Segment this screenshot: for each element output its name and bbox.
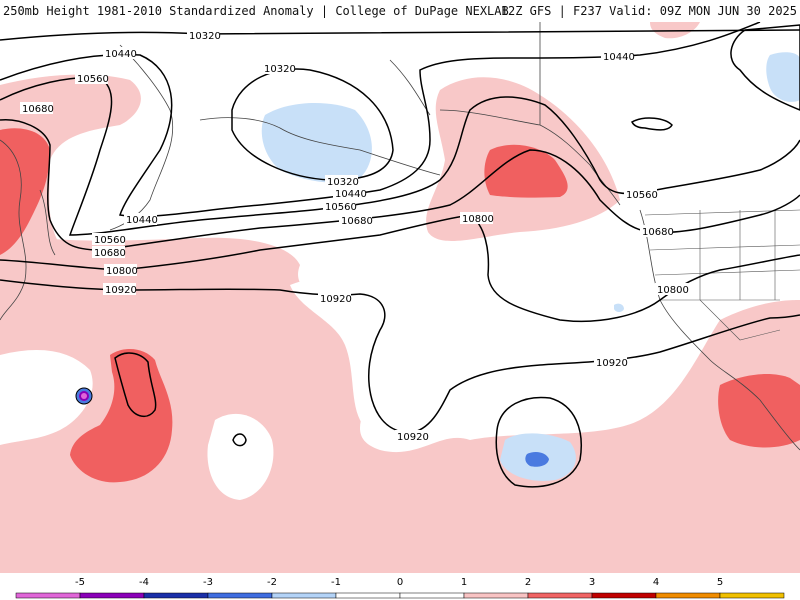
legend-swatch [463, 592, 529, 599]
contour-label: 10680 [642, 227, 674, 238]
anomaly-negative-area [766, 52, 800, 102]
anomaly-negative-area [261, 103, 372, 183]
contour-label: 10800 [462, 214, 494, 225]
legend-ticks: -5 -4 -3 -2 -1 0 1 2 3 4 5 [75, 577, 723, 588]
contour-10920 [232, 433, 247, 447]
contour-label: 10680 [94, 248, 126, 259]
contour-label: 10320 [327, 177, 359, 188]
contour-label: 10560 [77, 74, 109, 85]
legend-swatch [15, 592, 81, 599]
contour-label: 10320 [189, 31, 221, 42]
contour-10920 [114, 352, 157, 417]
contour-label: 10440 [126, 215, 158, 226]
contour-label: 10560 [94, 235, 126, 246]
legend-tick-label: -3 [203, 577, 213, 588]
legend-swatch [527, 592, 593, 599]
anomaly-strong-positive [718, 374, 800, 448]
legend-swatch [399, 592, 465, 599]
legend-tick-label: 3 [589, 577, 595, 588]
legend-colorbar [15, 592, 785, 599]
legend-tick-label: 2 [525, 577, 531, 588]
anomaly-neutral-area [0, 350, 93, 445]
contour-label: 10920 [397, 432, 429, 443]
anomaly-vortex [81, 393, 87, 399]
legend-tick-label: -5 [75, 577, 85, 588]
contour-10800 [631, 117, 673, 131]
contour-10440 [0, 22, 761, 218]
legend-swatch [143, 592, 209, 599]
anomaly-strong-positive [70, 348, 173, 483]
legend-swatch [335, 592, 401, 599]
legend-swatch [719, 592, 785, 599]
contour-label: 10440 [105, 49, 137, 60]
map-header: 250mb Height 1981-2010 Standardized Anom… [0, 0, 800, 22]
contour-10920 [0, 279, 800, 434]
model-valid-time: 12Z GFS | F237 Valid: 09Z MON JUN 30 202… [500, 4, 797, 18]
legend-tick-label: -2 [267, 577, 277, 588]
legend-tick-label: 1 [461, 577, 467, 588]
contour-label: 10800 [106, 266, 138, 277]
contour-label: 10560 [626, 190, 658, 201]
legend-tick-label: -4 [139, 577, 149, 588]
anomaly-negative-area [525, 451, 549, 467]
anomaly-legend: -5 -4 -3 -2 -1 0 1 2 3 4 5 [0, 573, 800, 600]
anomaly-map: 10320 10440 10560 10680 10320 10320 1044… [0, 22, 800, 573]
legend-tick-label: -1 [331, 577, 341, 588]
legend-tick-label: 0 [397, 577, 403, 588]
legend-swatch [271, 592, 337, 599]
legend-swatch [79, 592, 145, 599]
contour-label: 10920 [320, 294, 352, 305]
contour-10920 [495, 396, 582, 488]
anomaly-neutral-area [290, 276, 720, 444]
contour-labels: 10320 10440 10560 10680 10320 10320 1044… [20, 29, 689, 443]
contour-label: 10560 [325, 202, 357, 213]
anomaly-strong-positive [484, 144, 568, 198]
contour-label: 10920 [596, 358, 628, 369]
legend-swatch [207, 592, 273, 599]
legend-swatch [591, 592, 657, 599]
contour-label: 10920 [105, 285, 137, 296]
contour-label: 10680 [341, 216, 373, 227]
anomaly-strong-positive [0, 128, 50, 255]
contour-10320 [0, 29, 800, 41]
anomaly-positive-field [0, 232, 800, 573]
contour-label: 10800 [657, 285, 689, 296]
legend-swatch [655, 592, 721, 599]
contour-10800 [730, 24, 800, 111]
contour-label: 10680 [22, 104, 54, 115]
anomaly-negative-area [614, 303, 624, 312]
contour-label: 10320 [264, 64, 296, 75]
contour-label: 10440 [603, 52, 635, 63]
map-title: 250mb Height 1981-2010 Standardized Anom… [3, 4, 509, 18]
legend-tick-label: 4 [653, 577, 659, 588]
contour-label: 10440 [335, 189, 367, 200]
anomaly-neutral-area [207, 413, 274, 500]
legend-tick-label: 5 [717, 577, 723, 588]
